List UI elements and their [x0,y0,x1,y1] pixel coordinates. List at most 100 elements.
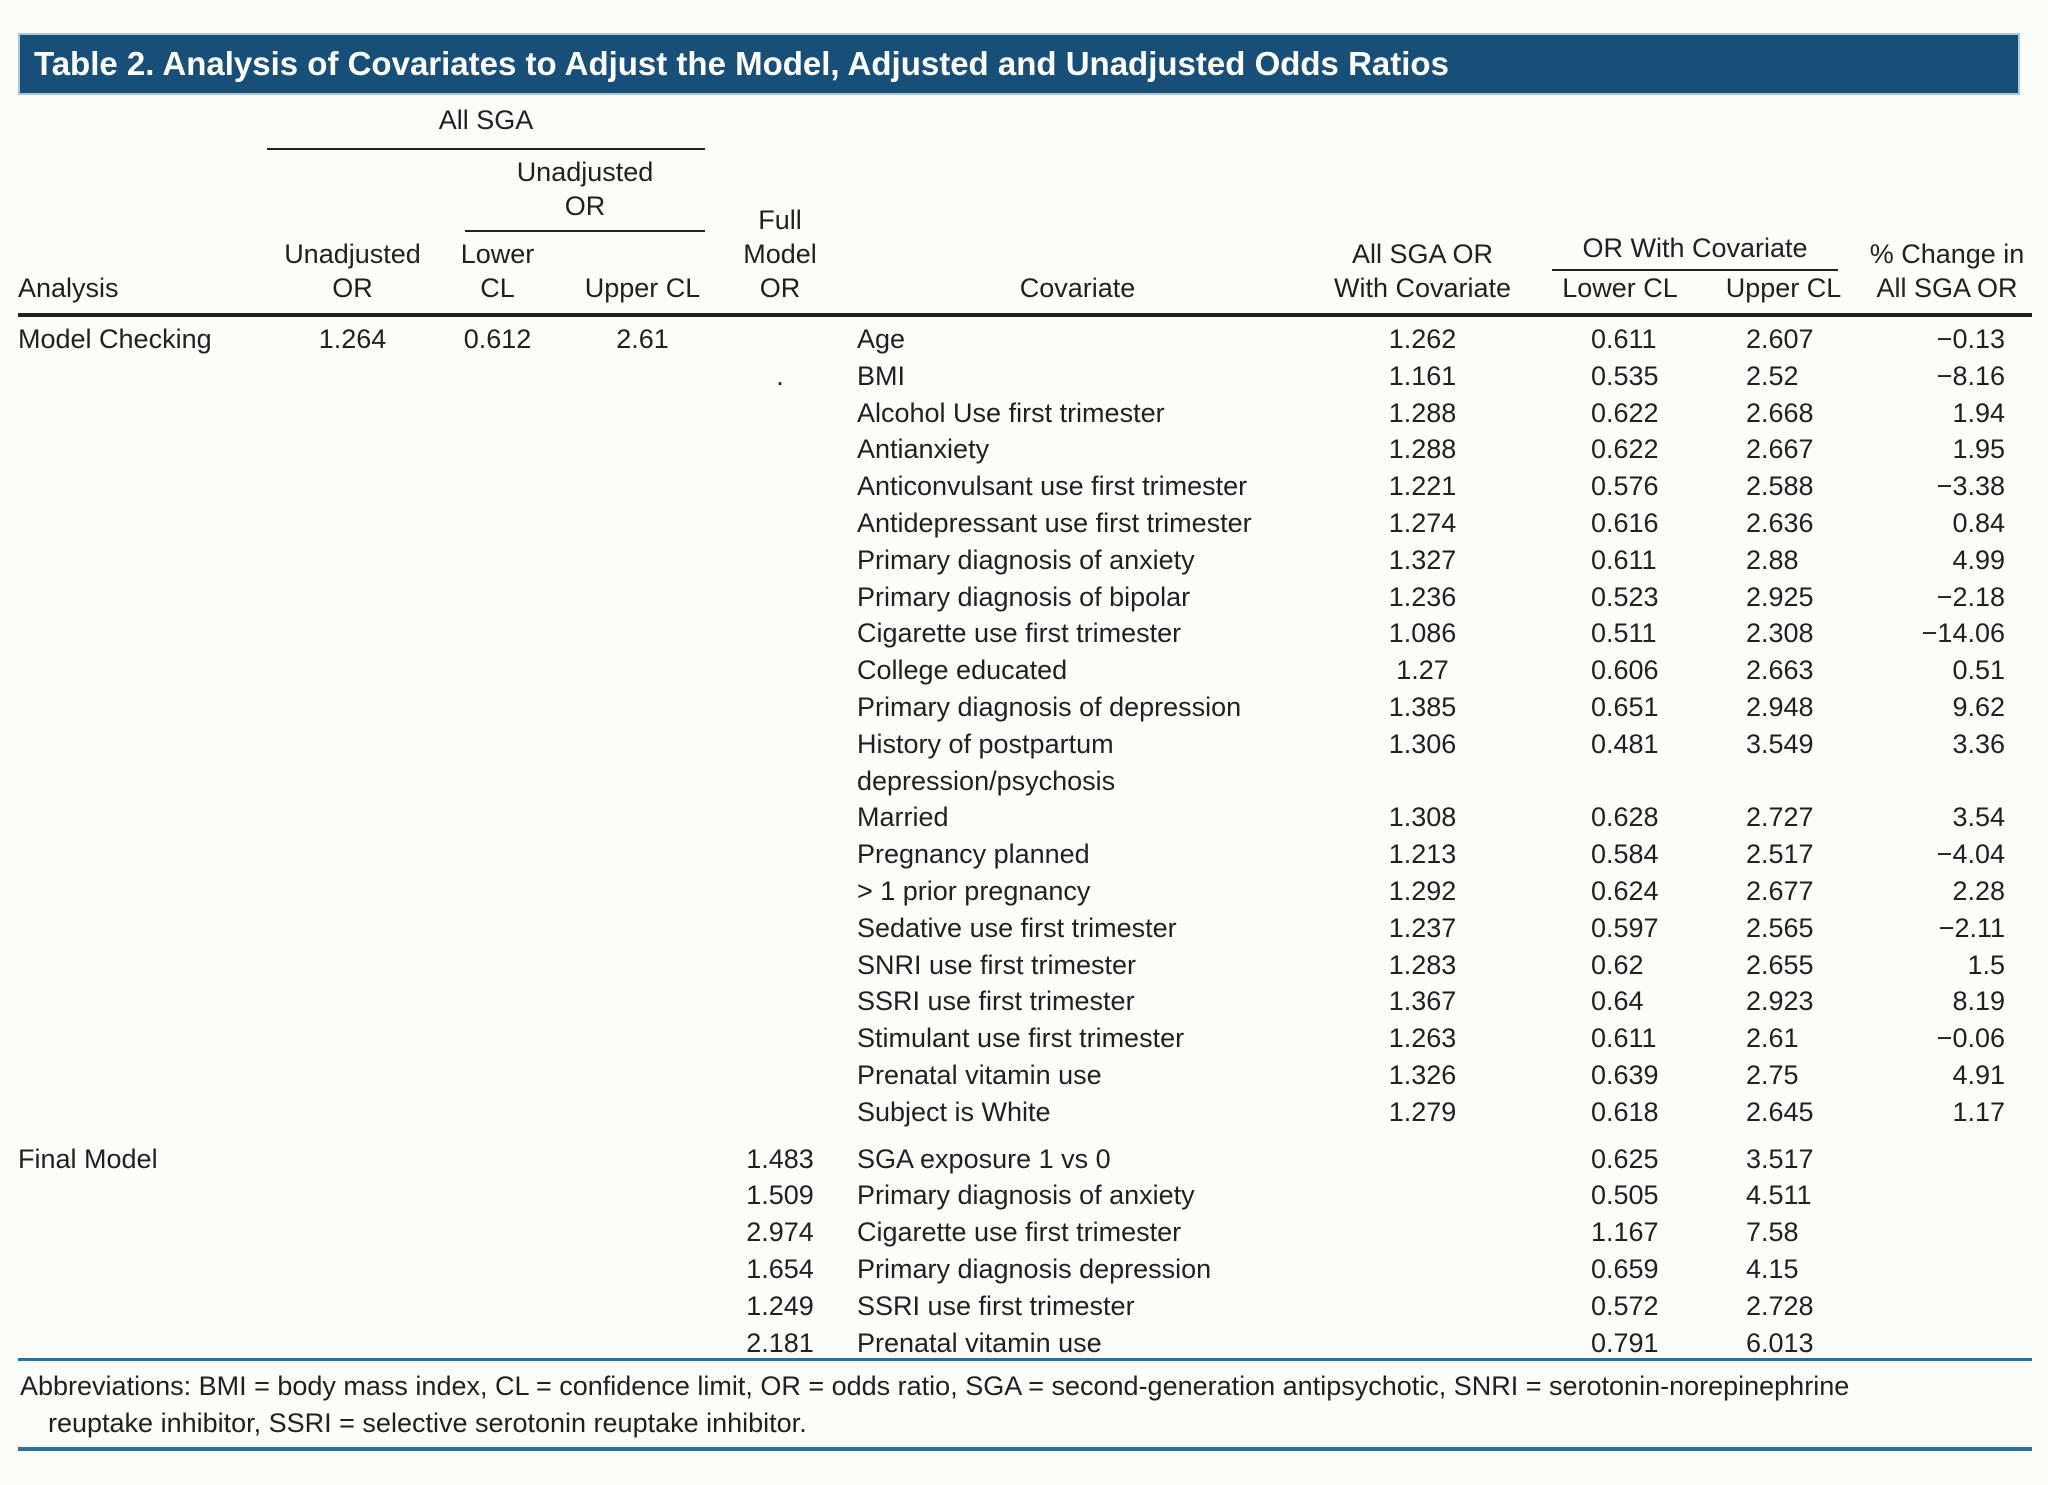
header-rule-all-sga [267,148,705,150]
cell-upper-cl [570,1020,715,1057]
cell-covariate: SGA exposure 1 vs 0 [857,1143,1111,1174]
table-row: Prenatal vitamin use 1.326 0.639 2.75 4.91 [18,1057,2048,1094]
cell-analysis [18,468,280,505]
cell-lower-cl [425,799,570,836]
header-all-sga-or-with-covariate: All SGA OR With Covariate [1333,239,1512,303]
cell-covariate: Primary diagnosis of depression [857,691,1242,722]
cell-full-model-or: 1.249 [746,1290,814,1321]
cell-lower-cl [425,1141,570,1178]
cell-full-model-or: 2.181 [746,1327,814,1358]
cell-or-upper-cl: 2.727 [1746,802,1814,833]
cell-all-sga-or-with-covariate: 1.161 [1388,360,1457,391]
cell-lower-cl [425,689,570,726]
cell-all-sga-or-with-covariate: 1.327 [1388,544,1457,575]
cell-unadjusted-or [280,505,425,542]
cell-full-model-or: 1.483 [746,1143,814,1174]
cell-analysis [18,1214,280,1251]
cell-all-sga-or-with-covariate: 1.221 [1388,471,1457,502]
cell-all-sga-or-with-covariate [1310,1251,1535,1288]
table-row: Sedative use first trimester 1.237 0.597 2.… [18,910,2048,947]
cell-analysis [18,1251,280,1288]
cell-pct-change: 3.36 [1952,728,2005,759]
cell-or-upper-cl: 2.607 [1746,324,1814,354]
cell-covariate: BMI [857,360,906,391]
table-section-model-checking: Model Checking 1.264 0.612 2.61 Age 1.262 0.61… [0,321,2048,1131]
cell-pct-change: −14.06 [1921,618,2005,649]
cell-pct-change [1862,1214,2032,1251]
cell-full-model-or [715,321,845,358]
cell-upper-cl [570,505,715,542]
cell-pct-change: 4.91 [1952,1059,2005,1090]
cell-full-model-or [715,910,845,947]
cell-upper-cl [570,1251,715,1288]
header-full-model-or: Full Model OR [743,205,817,303]
table-row: Pregnancy planned 1.213 0.584 2.517 −4.04 [18,836,2048,873]
table-row: Married 1.308 0.628 2.727 3.54 [18,799,2048,836]
cell-or-upper-cl: 4.15 [1746,1253,1799,1284]
cell-or-lower-cl: 0.618 [1591,1096,1659,1127]
cell-upper-cl [570,468,715,505]
cell-or-lower-cl: 0.624 [1591,875,1659,906]
cell-covariate: Antidepressant use first trimester [857,507,1252,538]
cell-covariate: History of postpartum depression/psychos… [857,728,1116,796]
cell-all-sga-or-with-covariate: 1.274 [1388,507,1457,538]
cell-full-model-or [715,468,845,505]
cell-analysis [18,395,280,432]
cell-all-sga-or-with-covariate: 1.283 [1388,949,1457,980]
cell-all-sga-or-with-covariate: 1.236 [1388,581,1457,612]
cell-or-lower-cl: 0.576 [1591,471,1659,502]
cell-or-lower-cl: 0.606 [1591,655,1659,686]
cell-covariate: SNRI use first trimester [857,949,1137,980]
cell-analysis [18,652,280,689]
cell-or-lower-cl: 0.511 [1591,618,1657,649]
table-row: 2.974 Cigarette use first trimester 1.167 7… [18,1214,2048,1251]
cell-or-upper-cl: 2.52 [1746,360,1799,391]
table-row: Cigarette use first trimester 1.086 0.511 2… [18,615,2048,652]
cell-full-model-or [715,615,845,652]
cell-or-upper-cl: 3.549 [1746,728,1814,759]
cell-covariate: Prenatal vitamin use [857,1327,1102,1358]
cell-upper-cl [570,1214,715,1251]
cell-full-model-or [715,726,845,800]
cell-analysis [18,873,280,910]
cell-pct-change: 1.95 [1952,434,2005,465]
cell-full-model-or: . [776,360,784,391]
cell-lower-cl [425,615,570,652]
footnote-line-1: Abbreviations: BMI = body mass index, CL… [20,1371,1850,1401]
cell-or-upper-cl: 2.677 [1746,875,1814,906]
cell-lower-cl [425,910,570,947]
cell-full-model-or: 2.974 [746,1217,814,1248]
cell-unadjusted-or [280,1057,425,1094]
cell-upper-cl [570,358,715,395]
table-row: Primary diagnosis of anxiety 1.327 0.611 2.… [18,542,2048,579]
cell-covariate: Antianxiety [857,434,990,465]
cell-analysis [18,1057,280,1094]
cell-unadjusted-or [280,1251,425,1288]
cell-covariate: College educated [857,655,1068,686]
cell-or-upper-cl: 2.75 [1746,1059,1799,1090]
table-row: 1.654 Primary diagnosis depression 0.659 4.… [18,1251,2048,1288]
cell-pct-change: 3.54 [1952,802,2005,833]
cell-unadjusted-or [280,726,425,800]
cell-lower-cl [425,1094,570,1131]
header-subgroup-unadjusted-or: Unadjusted OR [516,157,654,221]
cell-unadjusted-or [280,947,425,984]
cell-covariate: Alcohol Use first trimester [857,397,1165,428]
cell-lower-cl [425,1177,570,1214]
cell-lower-cl [425,1251,570,1288]
table-row: > 1 prior pregnancy 1.292 0.624 2.677 2.28 [18,873,2048,910]
cell-or-lower-cl: 0.611 [1591,324,1657,354]
cell-pct-change [1862,1177,2032,1214]
table-row: SNRI use first trimester 1.283 0.62 2.655 1.… [18,947,2048,984]
header-or-upper-cl: Upper CL [1725,273,1842,303]
cell-or-lower-cl: 0.523 [1591,581,1659,612]
cell-full-model-or [715,1094,845,1131]
table-row: Stimulant use first trimester 1.263 0.611 2… [18,1020,2048,1057]
cell-all-sga-or-with-covariate: 1.326 [1388,1059,1457,1090]
cell-analysis [18,910,280,947]
cell-covariate: Anticonvulsant use first trimester [857,471,1248,502]
cell-upper-cl [570,652,715,689]
table-title: Table 2. Analysis of Covariates to Adjus… [34,45,1449,82]
cell-upper-cl [570,1141,715,1178]
cell-lower-cl [425,726,570,800]
